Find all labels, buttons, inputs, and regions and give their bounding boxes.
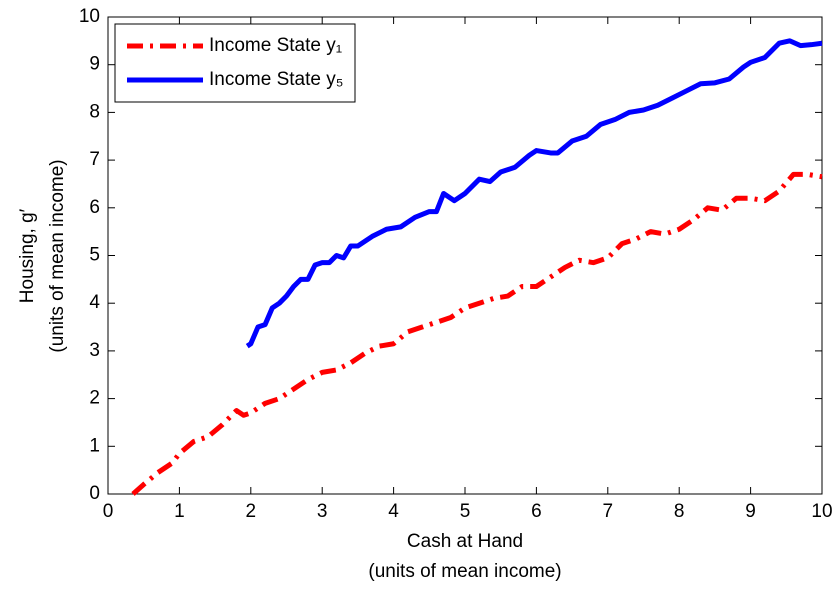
y-tick-label: 4 — [89, 292, 100, 313]
legend-box — [114, 23, 356, 103]
y-tick-label: 1 — [89, 435, 100, 456]
y-tick-label: 3 — [89, 340, 100, 361]
y-tick-label: 10 — [79, 6, 100, 27]
data-line — [131, 171, 823, 496]
y-tick-label: 2 — [89, 388, 100, 409]
y-axis-label: (units of mean income) — [47, 159, 68, 352]
x-axis-label: (units of mean income) — [368, 561, 561, 582]
x-tick-label: 3 — [317, 501, 328, 522]
y-tick-label: 8 — [89, 101, 100, 122]
x-tick-label: 8 — [674, 501, 685, 522]
x-tick-label: 1 — [174, 501, 185, 522]
y-tick-label: 5 — [89, 245, 100, 266]
x-tick-label: 7 — [603, 501, 614, 522]
y-tick-label: 9 — [89, 54, 100, 75]
x-tick-label: 6 — [531, 501, 542, 522]
x-tick-label: 2 — [246, 501, 257, 522]
x-tick-label: 4 — [388, 501, 399, 522]
legend-label: Income State y₅ — [209, 69, 343, 90]
x-tick-label: 9 — [745, 501, 756, 522]
y-tick-label: 0 — [89, 483, 100, 504]
legend-label: Income State y₁ — [209, 35, 342, 56]
y-tick-label: 7 — [89, 149, 100, 170]
x-tick-label: 10 — [811, 501, 832, 522]
y-tick-label: 6 — [89, 197, 100, 218]
data-line — [245, 38, 823, 349]
x-tick-label: 0 — [103, 501, 114, 522]
y-axis-label: Housing, g′ — [17, 208, 38, 303]
x-tick-label: 5 — [460, 501, 471, 522]
x-axis-label: Cash at Hand — [407, 531, 523, 552]
